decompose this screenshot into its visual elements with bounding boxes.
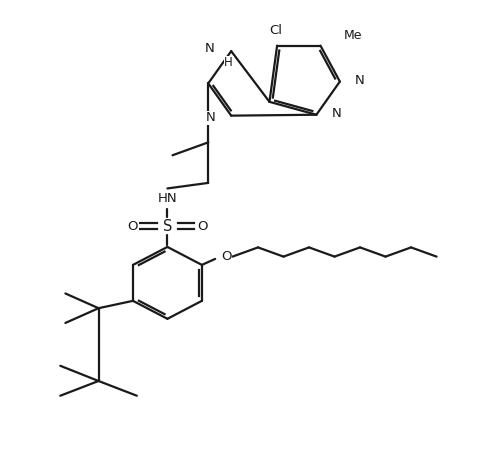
- Text: H: H: [224, 56, 233, 69]
- Text: O: O: [128, 219, 138, 233]
- Text: N: N: [332, 107, 342, 121]
- Text: HN: HN: [158, 192, 177, 205]
- Text: O: O: [221, 250, 232, 263]
- Text: O: O: [197, 219, 208, 233]
- Text: N: N: [205, 42, 215, 55]
- Text: S: S: [163, 219, 172, 234]
- Text: N: N: [206, 112, 216, 124]
- Text: Me: Me: [344, 29, 362, 42]
- Text: N: N: [355, 74, 365, 87]
- Text: Cl: Cl: [270, 24, 282, 38]
